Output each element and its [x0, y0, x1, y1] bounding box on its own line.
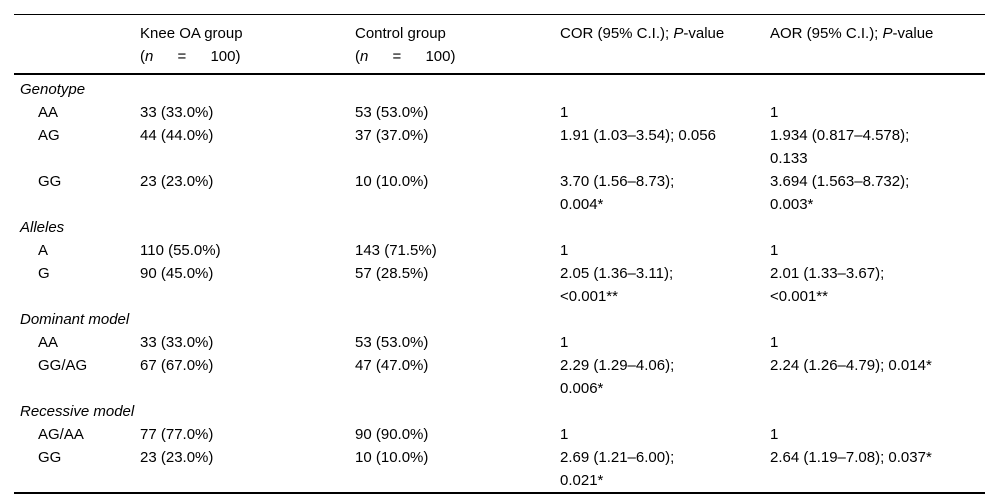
row-label: GG/AG — [38, 357, 88, 374]
cell-control: 53 (53.0%) — [355, 104, 429, 121]
table-row: AG 44 (44.0%) 37 (37.0%) 1.91 (1.03–3.54… — [14, 124, 985, 170]
cell-control: 10 (10.0%) — [355, 449, 429, 466]
row-label: AG — [38, 127, 60, 144]
cell-cor: 2.29 (1.29–4.06); 0.006* — [560, 357, 675, 397]
cell-knee-oa: 23 (23.0%) — [140, 449, 214, 466]
cell-aor: 3.694 (1.563–8.732); 0.003* — [770, 173, 910, 213]
table-bottom-rule — [14, 492, 985, 494]
column-header-control-group: Control group (n = 100) — [355, 22, 560, 68]
row-label: AA — [38, 334, 59, 351]
table-row: AA 33 (33.0%) 53 (53.0%) 1 1 — [14, 331, 985, 354]
column-header-knee-oa-group: Knee OA group (n = 100) — [140, 22, 355, 68]
section-title-row: Recessive model — [14, 400, 985, 423]
cell-aor: 1 — [770, 426, 779, 443]
cell-knee-oa: 110 (55.0%) — [140, 242, 221, 259]
cell-cor: 1 — [560, 426, 569, 443]
section-title-row: Alleles — [14, 216, 985, 239]
table-row: AA 33 (33.0%) 53 (53.0%) 1 1 — [14, 101, 985, 124]
table-row: G 90 (45.0%) 57 (28.5%) 2.05 (1.36–3.11)… — [14, 262, 985, 308]
cell-control: 10 (10.0%) — [355, 173, 429, 190]
section-title: Alleles — [20, 219, 65, 236]
cell-knee-oa: 33 (33.0%) — [140, 104, 214, 121]
cell-knee-oa: 67 (67.0%) — [140, 357, 214, 374]
cell-knee-oa: 90 (45.0%) — [140, 265, 214, 282]
cell-cor: 1 — [560, 242, 569, 259]
cell-control: 53 (53.0%) — [355, 334, 429, 351]
cell-control: 90 (90.0%) — [355, 426, 429, 443]
row-label: GG — [38, 173, 62, 190]
row-label: AA — [38, 104, 59, 121]
knee-oa-group-title: Knee OA group — [140, 25, 243, 42]
cell-aor: 2.64 (1.19–7.08); 0.037* — [770, 449, 932, 466]
row-label: G — [38, 265, 50, 282]
column-header-cor: COR (95% C.I.); P-value — [560, 25, 725, 42]
section-title-row: Dominant model — [14, 308, 985, 331]
cell-aor: 1 — [770, 334, 779, 351]
cell-cor: 3.70 (1.56–8.73); 0.004* — [560, 173, 675, 213]
section-title-row: Genotype — [14, 78, 985, 101]
cell-knee-oa: 77 (77.0%) — [140, 426, 214, 443]
row-label: GG — [38, 449, 62, 466]
cell-aor: 1 — [770, 242, 779, 259]
row-label: AG/AA — [38, 426, 84, 443]
cell-control: 57 (28.5%) — [355, 265, 429, 282]
cell-aor: 1.934 (0.817–4.578); 0.133 — [770, 127, 910, 167]
section-title: Genotype — [20, 81, 86, 98]
cell-cor: 2.05 (1.36–3.11); <0.001** — [560, 265, 674, 305]
table-header-row: Knee OA group (n = 100) Control group (n… — [14, 14, 985, 75]
table-row: GG/AG 67 (67.0%) 47 (47.0%) 2.29 (1.29–4… — [14, 354, 985, 400]
section-title: Dominant model — [20, 311, 130, 328]
cell-aor: 2.24 (1.26–4.79); 0.014* — [770, 357, 932, 374]
cell-aor: 2.01 (1.33–3.67); <0.001** — [770, 265, 885, 305]
table-body: Genotype AA 33 (33.0%) 53 (53.0%) 1 1 AG… — [14, 75, 985, 492]
cell-knee-oa: 23 (23.0%) — [140, 173, 214, 190]
cell-knee-oa: 44 (44.0%) — [140, 127, 214, 144]
table-row: GG 23 (23.0%) 10 (10.0%) 3.70 (1.56–8.73… — [14, 170, 985, 216]
cell-aor: 1 — [770, 104, 779, 121]
control-group-title: Control group — [355, 25, 446, 42]
table-row: GG 23 (23.0%) 10 (10.0%) 2.69 (1.21–6.00… — [14, 446, 985, 492]
table-row: AG/AA 77 (77.0%) 90 (90.0%) 1 1 — [14, 423, 985, 446]
cell-knee-oa: 33 (33.0%) — [140, 334, 214, 351]
knee-oa-group-n: (n = 100) — [140, 48, 241, 65]
cell-control: 47 (47.0%) — [355, 357, 429, 374]
cell-control: 143 (71.5%) — [355, 242, 437, 259]
cell-cor: 1 — [560, 334, 569, 351]
section-title: Recessive model — [20, 403, 135, 420]
control-group-n: (n = 100) — [355, 48, 456, 65]
results-table: Knee OA group (n = 100) Control group (n… — [14, 14, 985, 494]
cell-cor: 1.91 (1.03–3.54); 0.056 — [560, 127, 716, 144]
table-row: A 110 (55.0%) 143 (71.5%) 1 1 — [14, 239, 985, 262]
column-header-aor: AOR (95% C.I.); P-value — [770, 25, 934, 42]
row-label: A — [38, 242, 49, 259]
cell-cor: 1 — [560, 104, 569, 121]
cell-cor: 2.69 (1.21–6.00); 0.021* — [560, 449, 675, 489]
cell-control: 37 (37.0%) — [355, 127, 429, 144]
column-header-empty — [14, 22, 140, 68]
